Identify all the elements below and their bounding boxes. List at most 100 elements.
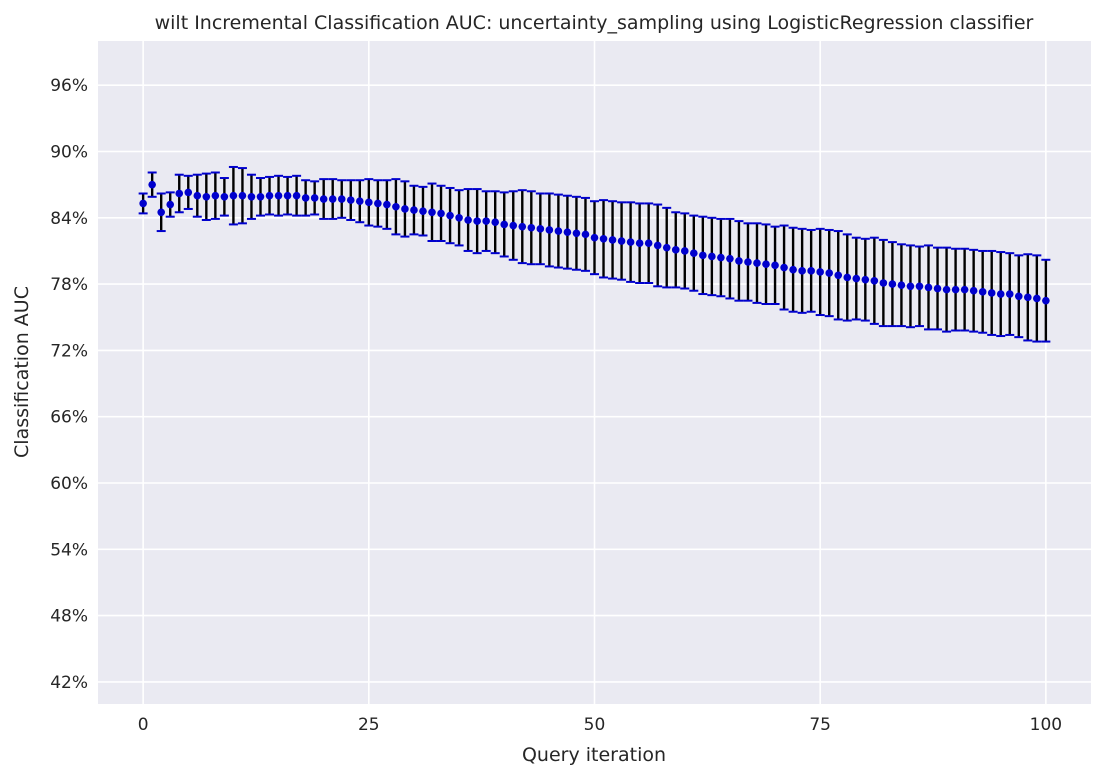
- data-point: [653, 241, 662, 250]
- data-point: [1033, 294, 1041, 303]
- x-tick-label: 75: [809, 715, 831, 735]
- data-point: [446, 211, 454, 220]
- data-point: [897, 281, 906, 290]
- data-point: [807, 267, 815, 275]
- data-point: [301, 194, 310, 202]
- data-point: [644, 239, 653, 248]
- data-point: [960, 285, 969, 294]
- data-point: [238, 191, 247, 200]
- data-point: [401, 205, 409, 213]
- data-point: [581, 230, 590, 239]
- data-point: [437, 209, 445, 218]
- data-point: [337, 195, 346, 203]
- data-point: [771, 261, 779, 270]
- data-point: [852, 274, 861, 283]
- data-point: [816, 268, 824, 276]
- data-points: [139, 180, 1050, 305]
- data-point: [202, 193, 211, 201]
- data-point: [978, 288, 987, 296]
- data-point: [717, 253, 725, 262]
- data-point: [563, 228, 572, 236]
- data-point: [825, 269, 834, 277]
- data-point: [888, 280, 897, 288]
- y-tick-label: 72%: [50, 341, 88, 361]
- data-point: [509, 221, 518, 230]
- data-point: [942, 285, 951, 294]
- data-point: [1024, 293, 1032, 302]
- data-point: [247, 193, 256, 201]
- y-tick-label: 96%: [50, 76, 88, 96]
- data-point: [455, 214, 463, 222]
- data-point: [924, 283, 933, 292]
- data-point: [798, 267, 806, 275]
- y-axis-label: Classification AUC: [11, 286, 33, 458]
- data-point: [536, 225, 545, 233]
- data-point: [726, 254, 734, 263]
- grid: [98, 41, 1091, 704]
- data-point: [256, 193, 265, 201]
- data-point: [572, 229, 581, 238]
- data-point: [500, 220, 509, 229]
- data-point: [951, 285, 960, 294]
- data-point: [283, 191, 292, 200]
- data-point: [193, 191, 202, 200]
- data-point: [410, 206, 418, 214]
- x-tick-label: 25: [358, 715, 380, 735]
- data-point: [482, 217, 490, 225]
- data-point: [590, 233, 599, 242]
- data-point: [870, 276, 879, 285]
- data-point: [419, 207, 427, 215]
- data-point: [662, 243, 671, 252]
- data-point: [969, 286, 978, 295]
- y-tick-label: 84%: [50, 209, 88, 229]
- data-point: [861, 275, 870, 284]
- data-point: [220, 193, 229, 201]
- chart-title: wilt Incremental Classification AUC: unc…: [155, 12, 1034, 34]
- y-tick-label: 60%: [50, 474, 88, 494]
- data-point: [428, 208, 436, 217]
- data-point: [608, 236, 617, 244]
- y-tick-label: 90%: [50, 143, 88, 163]
- data-point: [1005, 290, 1014, 298]
- data-point: [175, 189, 184, 198]
- x-tick-label: 50: [584, 715, 606, 735]
- data-point: [708, 252, 716, 261]
- data-point: [843, 273, 852, 282]
- data-point: [753, 259, 761, 267]
- data-point: [464, 216, 472, 224]
- data-point: [374, 199, 382, 208]
- data-point: [166, 200, 175, 209]
- data-point: [346, 196, 355, 204]
- x-tick-labels: 0 25 50 75 100: [138, 715, 1062, 735]
- data-point: [626, 238, 635, 246]
- y-tick-label: 66%: [50, 408, 88, 428]
- data-point: [473, 217, 481, 225]
- data-point: [383, 200, 391, 209]
- data-point: [518, 222, 527, 231]
- data-point: [789, 265, 797, 274]
- data-point: [1042, 296, 1050, 305]
- y-tick-label: 48%: [50, 607, 88, 627]
- data-point: [491, 218, 500, 227]
- data-point: [834, 271, 843, 280]
- data-point: [635, 239, 644, 248]
- data-point: [1014, 292, 1023, 301]
- y-tick-labels: 42% 48% 54% 60% 66% 72% 78% 84% 90% 96%: [50, 76, 88, 693]
- data-point: [744, 258, 752, 266]
- x-tick-label: 100: [1030, 715, 1062, 735]
- data-point: [365, 198, 373, 207]
- data-point: [211, 191, 220, 200]
- data-point: [996, 290, 1005, 298]
- data-point: [987, 289, 996, 297]
- data-point: [735, 257, 743, 265]
- data-point: [310, 194, 319, 202]
- data-point: [148, 180, 156, 189]
- data-point: [229, 191, 238, 200]
- data-point: [274, 191, 283, 200]
- data-point: [265, 191, 274, 200]
- data-point: [780, 263, 788, 272]
- data-point: [762, 260, 770, 269]
- x-axis-label: Query iteration: [522, 744, 666, 766]
- data-point: [617, 237, 626, 245]
